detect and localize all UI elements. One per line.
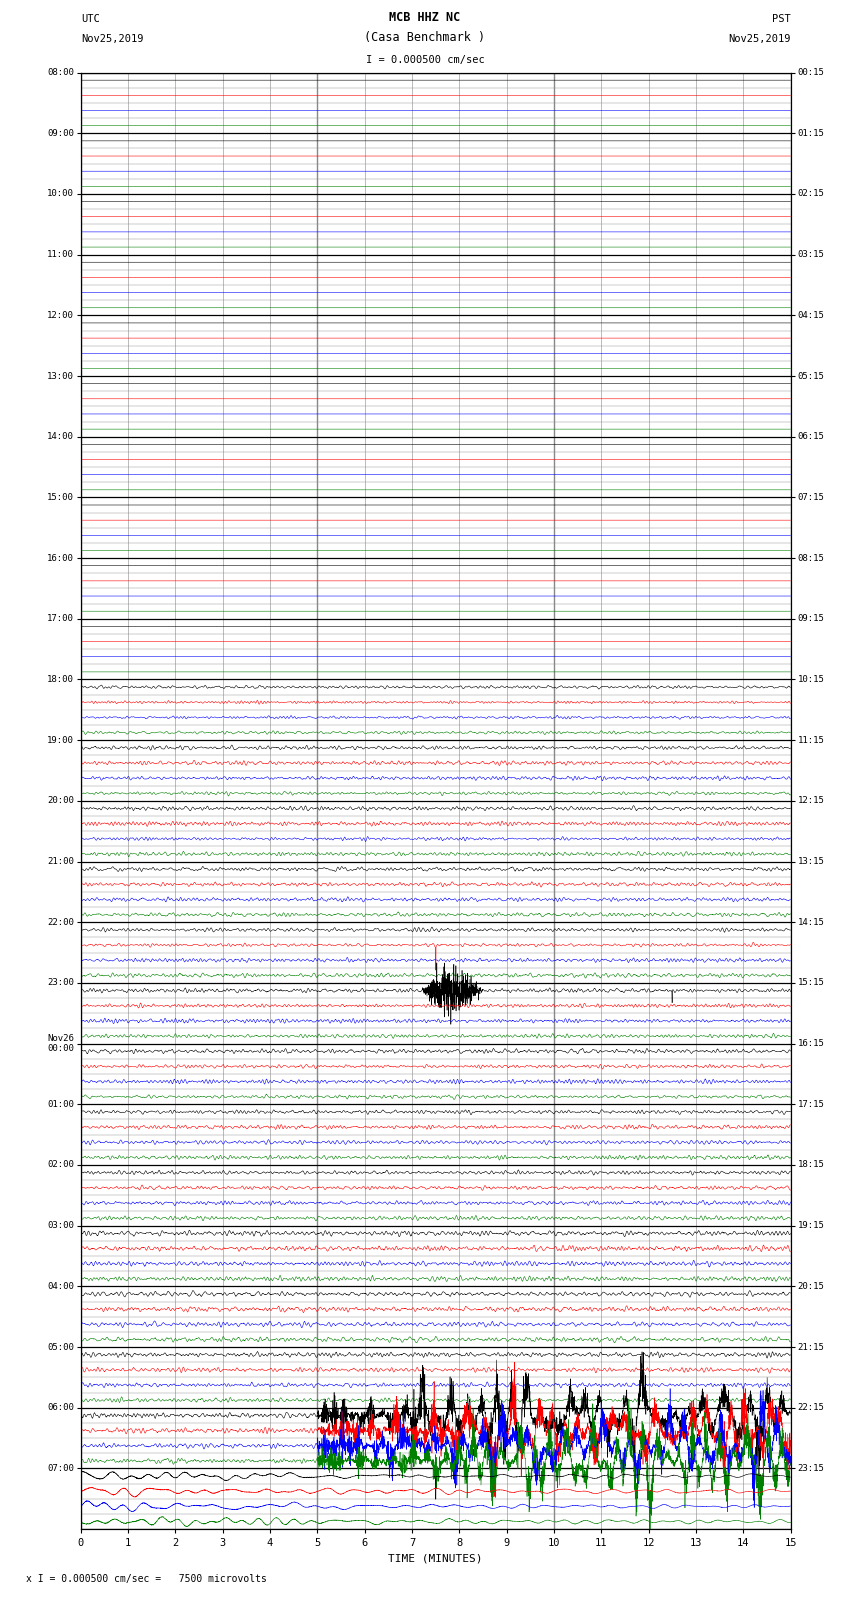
Text: MCB HHZ NC: MCB HHZ NC xyxy=(389,11,461,24)
Text: I = 0.000500 cm/sec: I = 0.000500 cm/sec xyxy=(366,55,484,65)
Text: (Casa Benchmark ): (Casa Benchmark ) xyxy=(365,31,485,44)
Text: UTC: UTC xyxy=(81,15,99,24)
Text: Nov25,2019: Nov25,2019 xyxy=(81,34,144,44)
X-axis label: TIME (MINUTES): TIME (MINUTES) xyxy=(388,1553,483,1563)
Text: PST: PST xyxy=(772,15,791,24)
Text: x I = 0.000500 cm/sec =   7500 microvolts: x I = 0.000500 cm/sec = 7500 microvolts xyxy=(26,1574,266,1584)
Text: Nov25,2019: Nov25,2019 xyxy=(728,34,791,44)
